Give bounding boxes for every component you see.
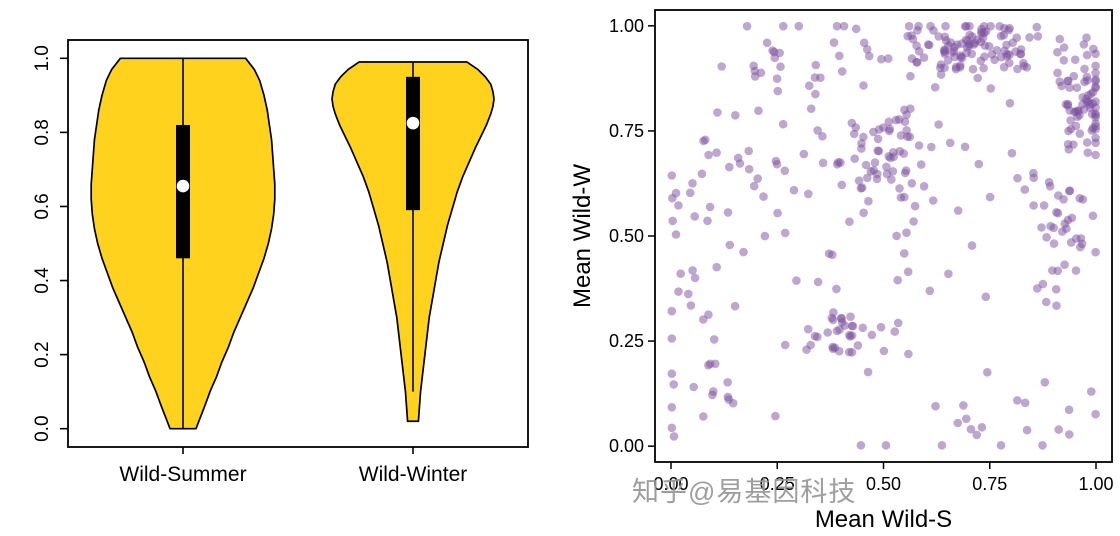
svg-text:0.25: 0.25 [609, 331, 644, 351]
svg-text:0.00: 0.00 [609, 436, 644, 456]
svg-text:Mean Wild-W: Mean Wild-W [569, 164, 596, 308]
svg-text:0.00: 0.00 [653, 474, 688, 494]
violin-plot-panel: 0.0 0.2 0.4 0.6 0.8 1.0 Wild-Summer Wild-Winter [32, 39, 529, 486]
svg-text:0.75: 0.75 [609, 121, 644, 141]
svg-text:0.75: 0.75 [972, 474, 1007, 494]
svg-text:1.00: 1.00 [609, 16, 644, 36]
scatter-plot: 0.00 0.25 0.50 0.75 1.00 0.00 0.25 0.50 0.75 1.00… [569, 9, 1114, 533]
watermark: 知乎@易基因科技 [632, 477, 857, 507]
scatter-plot-panel: 0.00 0.25 0.50 0.75 1.00 0.00 0.25 0.50 0.75 1.00… [560, 0, 1120, 536]
svg-text:0.2: 0.2 [32, 341, 53, 367]
svg-text:0.50: 0.50 [866, 474, 901, 494]
svg-text:0.6: 0.6 [32, 193, 53, 219]
svg-text:0.4: 0.4 [32, 267, 53, 294]
svg-text:Wild-Summer: Wild-Summer [119, 463, 246, 486]
svg-text:0.0: 0.0 [32, 415, 53, 441]
svg-text:Wild-Winter: Wild-Winter [359, 463, 468, 486]
svg-text:0.25: 0.25 [760, 474, 795, 494]
svg-text:1.00: 1.00 [1078, 474, 1113, 494]
svg-text:0.50: 0.50 [609, 226, 644, 246]
svg-text:Mean Wild-S: Mean Wild-S [815, 506, 952, 533]
svg-text:1.0: 1.0 [32, 45, 53, 71]
svg-text:0.8: 0.8 [32, 119, 53, 145]
violin-plot: 0.0 0.2 0.4 0.6 0.8 1.0 Wild-Summer Wild-Winter [32, 39, 529, 486]
